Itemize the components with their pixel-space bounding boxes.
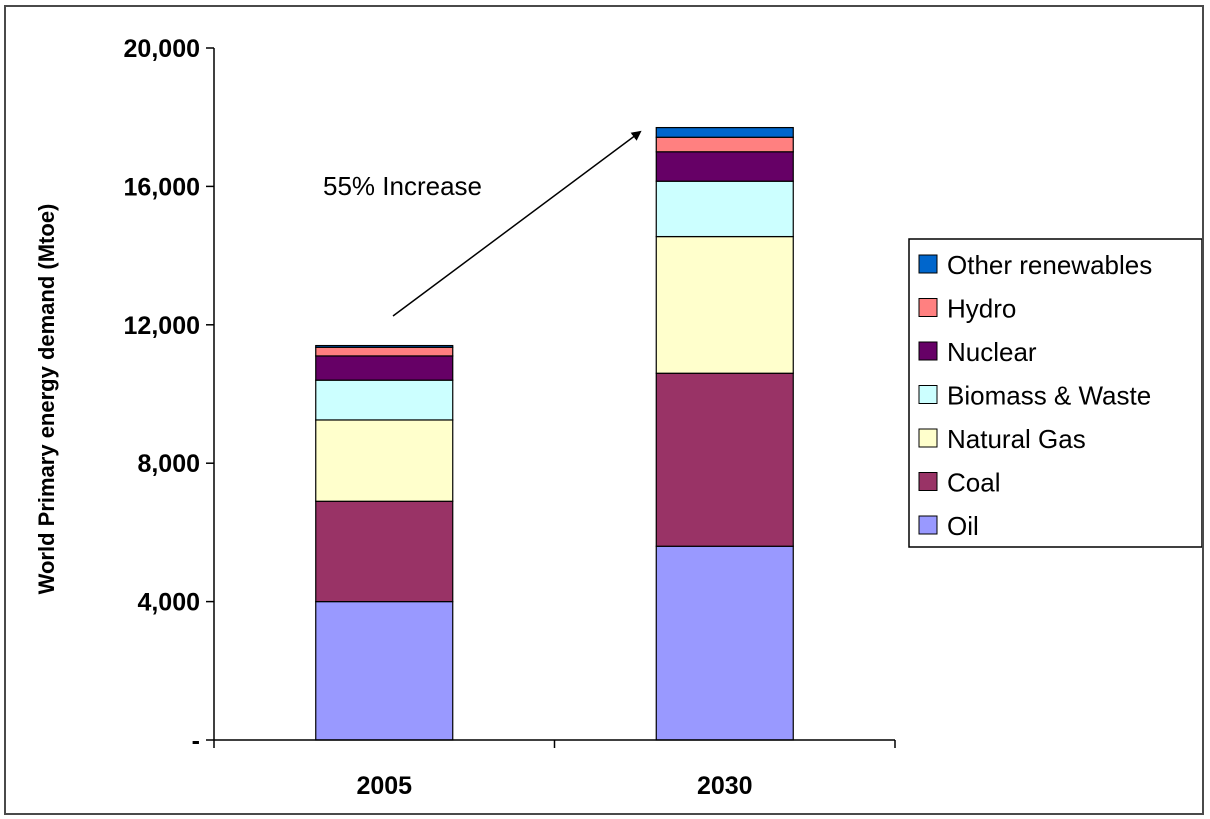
bar-hydro-2030 [655, 136, 794, 153]
legend-label: Other renewables [947, 250, 1152, 280]
bar-nuclear-2005 [315, 355, 454, 381]
bar-other-renewables-2030 [655, 126, 794, 138]
bar-coal-2030 [655, 372, 794, 547]
chart: - 4,000 8,000 12,000 16,000 20,000 2005 2030 W… [34, 35, 1203, 800]
legend-label: Biomass & Waste [947, 381, 1151, 411]
legend-label: Coal [947, 468, 1000, 498]
bar-biomass-waste-2005 [315, 379, 454, 421]
legend-label: Oil [947, 511, 979, 541]
bar-natural-gas-2030 [655, 235, 794, 374]
y-axis-label: World Primary energy demand (Mtoe) [34, 204, 59, 595]
legend-swatch [918, 385, 938, 404]
x-tick-label: 2005 [356, 772, 412, 800]
legend-label: Hydro [947, 294, 1016, 324]
legend-swatch [918, 254, 938, 274]
legend-swatch [918, 472, 938, 491]
bar-nuclear-2030 [655, 151, 794, 182]
x-tick-label: 2030 [697, 772, 753, 800]
y-tick-label: - [192, 727, 200, 755]
bar-oil-2030 [655, 545, 794, 741]
bar-coal-2005 [315, 500, 454, 603]
legend-swatch [918, 515, 938, 535]
bar-natural-gas-2005 [315, 419, 454, 502]
y-tick-label: 20,000 [124, 35, 200, 63]
y-tick-label: 12,000 [124, 312, 200, 340]
y-tick-label: 8,000 [137, 450, 200, 478]
bars-group [315, 126, 794, 741]
bar-hydro-2005 [315, 346, 454, 357]
chart-frame: - 4,000 8,000 12,000 16,000 20,000 2005 2030 W… [4, 5, 1204, 815]
legend-swatch [918, 428, 938, 448]
annotation-group: 55% Increase [323, 130, 642, 317]
y-tick-labels: - 4,000 8,000 12,000 16,000 20,000 [124, 35, 200, 755]
legend-swatch [918, 341, 938, 361]
legend-label: Nuclear [947, 337, 1037, 367]
bar-oil-2005 [315, 600, 454, 741]
increase-annotation: 55% Increase [323, 171, 482, 201]
legend-label: Natural Gas [947, 424, 1086, 454]
bar-other-renewables-2005 [315, 344, 454, 348]
legend: Other renewables Hydro Nuclear Biomass & Wa… [908, 238, 1203, 548]
y-tick-label: 4,000 [137, 589, 200, 617]
bar-biomass-waste-2030 [655, 180, 794, 238]
legend-swatch [918, 298, 938, 317]
increase-arrow [392, 130, 642, 317]
x-tick-labels: 2005 2030 [356, 772, 752, 800]
axes-group [206, 47, 896, 748]
y-tick-label: 16,000 [124, 173, 200, 201]
legend-box [908, 238, 1203, 548]
